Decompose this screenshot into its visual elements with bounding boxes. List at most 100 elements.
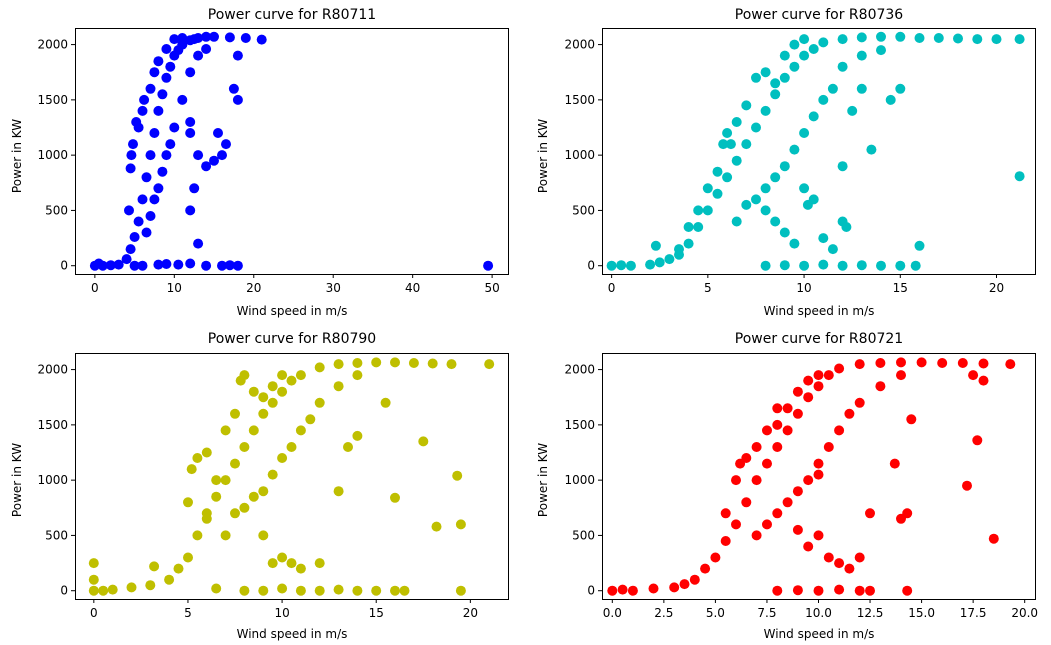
data-point [760,183,771,194]
data-point [220,475,231,486]
y-axis-label: Power in KW [536,119,550,193]
data-point [760,67,771,78]
data-point [145,83,156,94]
data-point [371,585,382,596]
data-point [153,56,164,67]
data-point [731,117,742,127]
data-point [772,585,783,596]
data-point [818,259,829,270]
data-point [627,585,638,596]
chart-title: Power curve for R80736 [735,7,904,23]
data-point [455,519,466,530]
data-point [760,205,771,216]
data-point [751,475,762,486]
data-point [751,194,761,205]
data-point [751,72,761,83]
data-point [779,260,790,271]
data-point [295,425,306,436]
data-point [193,238,204,249]
y-axis-label: Power in KW [10,443,24,517]
data-point [837,260,848,271]
data-point [258,585,269,596]
data-point [141,172,152,183]
data-point [978,358,989,369]
data-point [286,558,297,569]
data-point [446,359,457,370]
y-tick-label: 2000 [564,363,595,377]
x-tick-label: 10 [167,281,182,295]
data-point [220,530,231,541]
scatter-points [88,357,495,596]
data-point [230,408,240,419]
data-point [105,260,116,271]
y-tick-label: 2000 [564,38,595,52]
x-tick-label: 17.5 [960,606,987,620]
data-point [352,430,363,441]
data-point [128,139,138,150]
chart-title: Power curve for R80790 [208,331,376,347]
y-tick-label: 2000 [37,38,68,52]
y-tick-label: 500 [45,528,68,542]
data-point [813,370,824,381]
data-point [295,370,306,381]
data-point [972,435,983,446]
data-point [165,61,176,72]
x-tick-label: 2.5 [654,606,673,620]
data-point [107,584,118,595]
data-point [193,50,204,61]
data-point [157,89,168,100]
data-point [217,150,227,161]
y-axis-label: Power in KW [10,119,24,193]
data-point [277,453,288,463]
data-point [161,259,172,269]
data-point [782,425,793,436]
data-point [669,582,680,593]
y-tick-label: 2000 [37,363,68,377]
data-point [731,475,741,486]
y-tick-label: 1000 [37,148,68,162]
data-point [718,139,729,150]
data-point [834,363,845,374]
data-point [153,259,164,270]
data-point [953,33,963,44]
data-point [380,397,391,408]
data-point [827,244,838,255]
data-point [760,260,771,271]
data-point [813,458,824,469]
data-point [239,442,250,452]
data-point [124,205,134,216]
x-tick-label: 5 [704,281,712,295]
data-point [129,232,140,242]
y-tick-label: 1500 [564,93,595,107]
data-point [895,83,906,94]
data-point [1014,171,1025,182]
data-point [248,491,259,502]
y-tick-label: 0 [60,259,68,273]
data-point [933,33,944,43]
data-point [185,258,196,269]
data-point [88,585,99,596]
data-point [333,381,344,392]
data-point [813,585,824,596]
data-point [712,166,723,177]
data-point [267,469,278,480]
data-point [789,238,800,249]
data-point [256,34,267,45]
data-point [165,139,176,150]
data-point [865,508,875,519]
data-point [183,497,193,508]
data-point [770,89,781,100]
data-point [221,139,231,150]
x-tick-label: 7.5 [757,606,776,620]
data-point [149,67,160,78]
data-point [957,358,968,368]
data-point [145,150,156,161]
data-point [161,72,172,83]
axes-frame [75,28,509,275]
data-point [741,139,752,150]
data-point [211,491,222,502]
data-point [133,216,144,227]
data-point [808,111,819,122]
